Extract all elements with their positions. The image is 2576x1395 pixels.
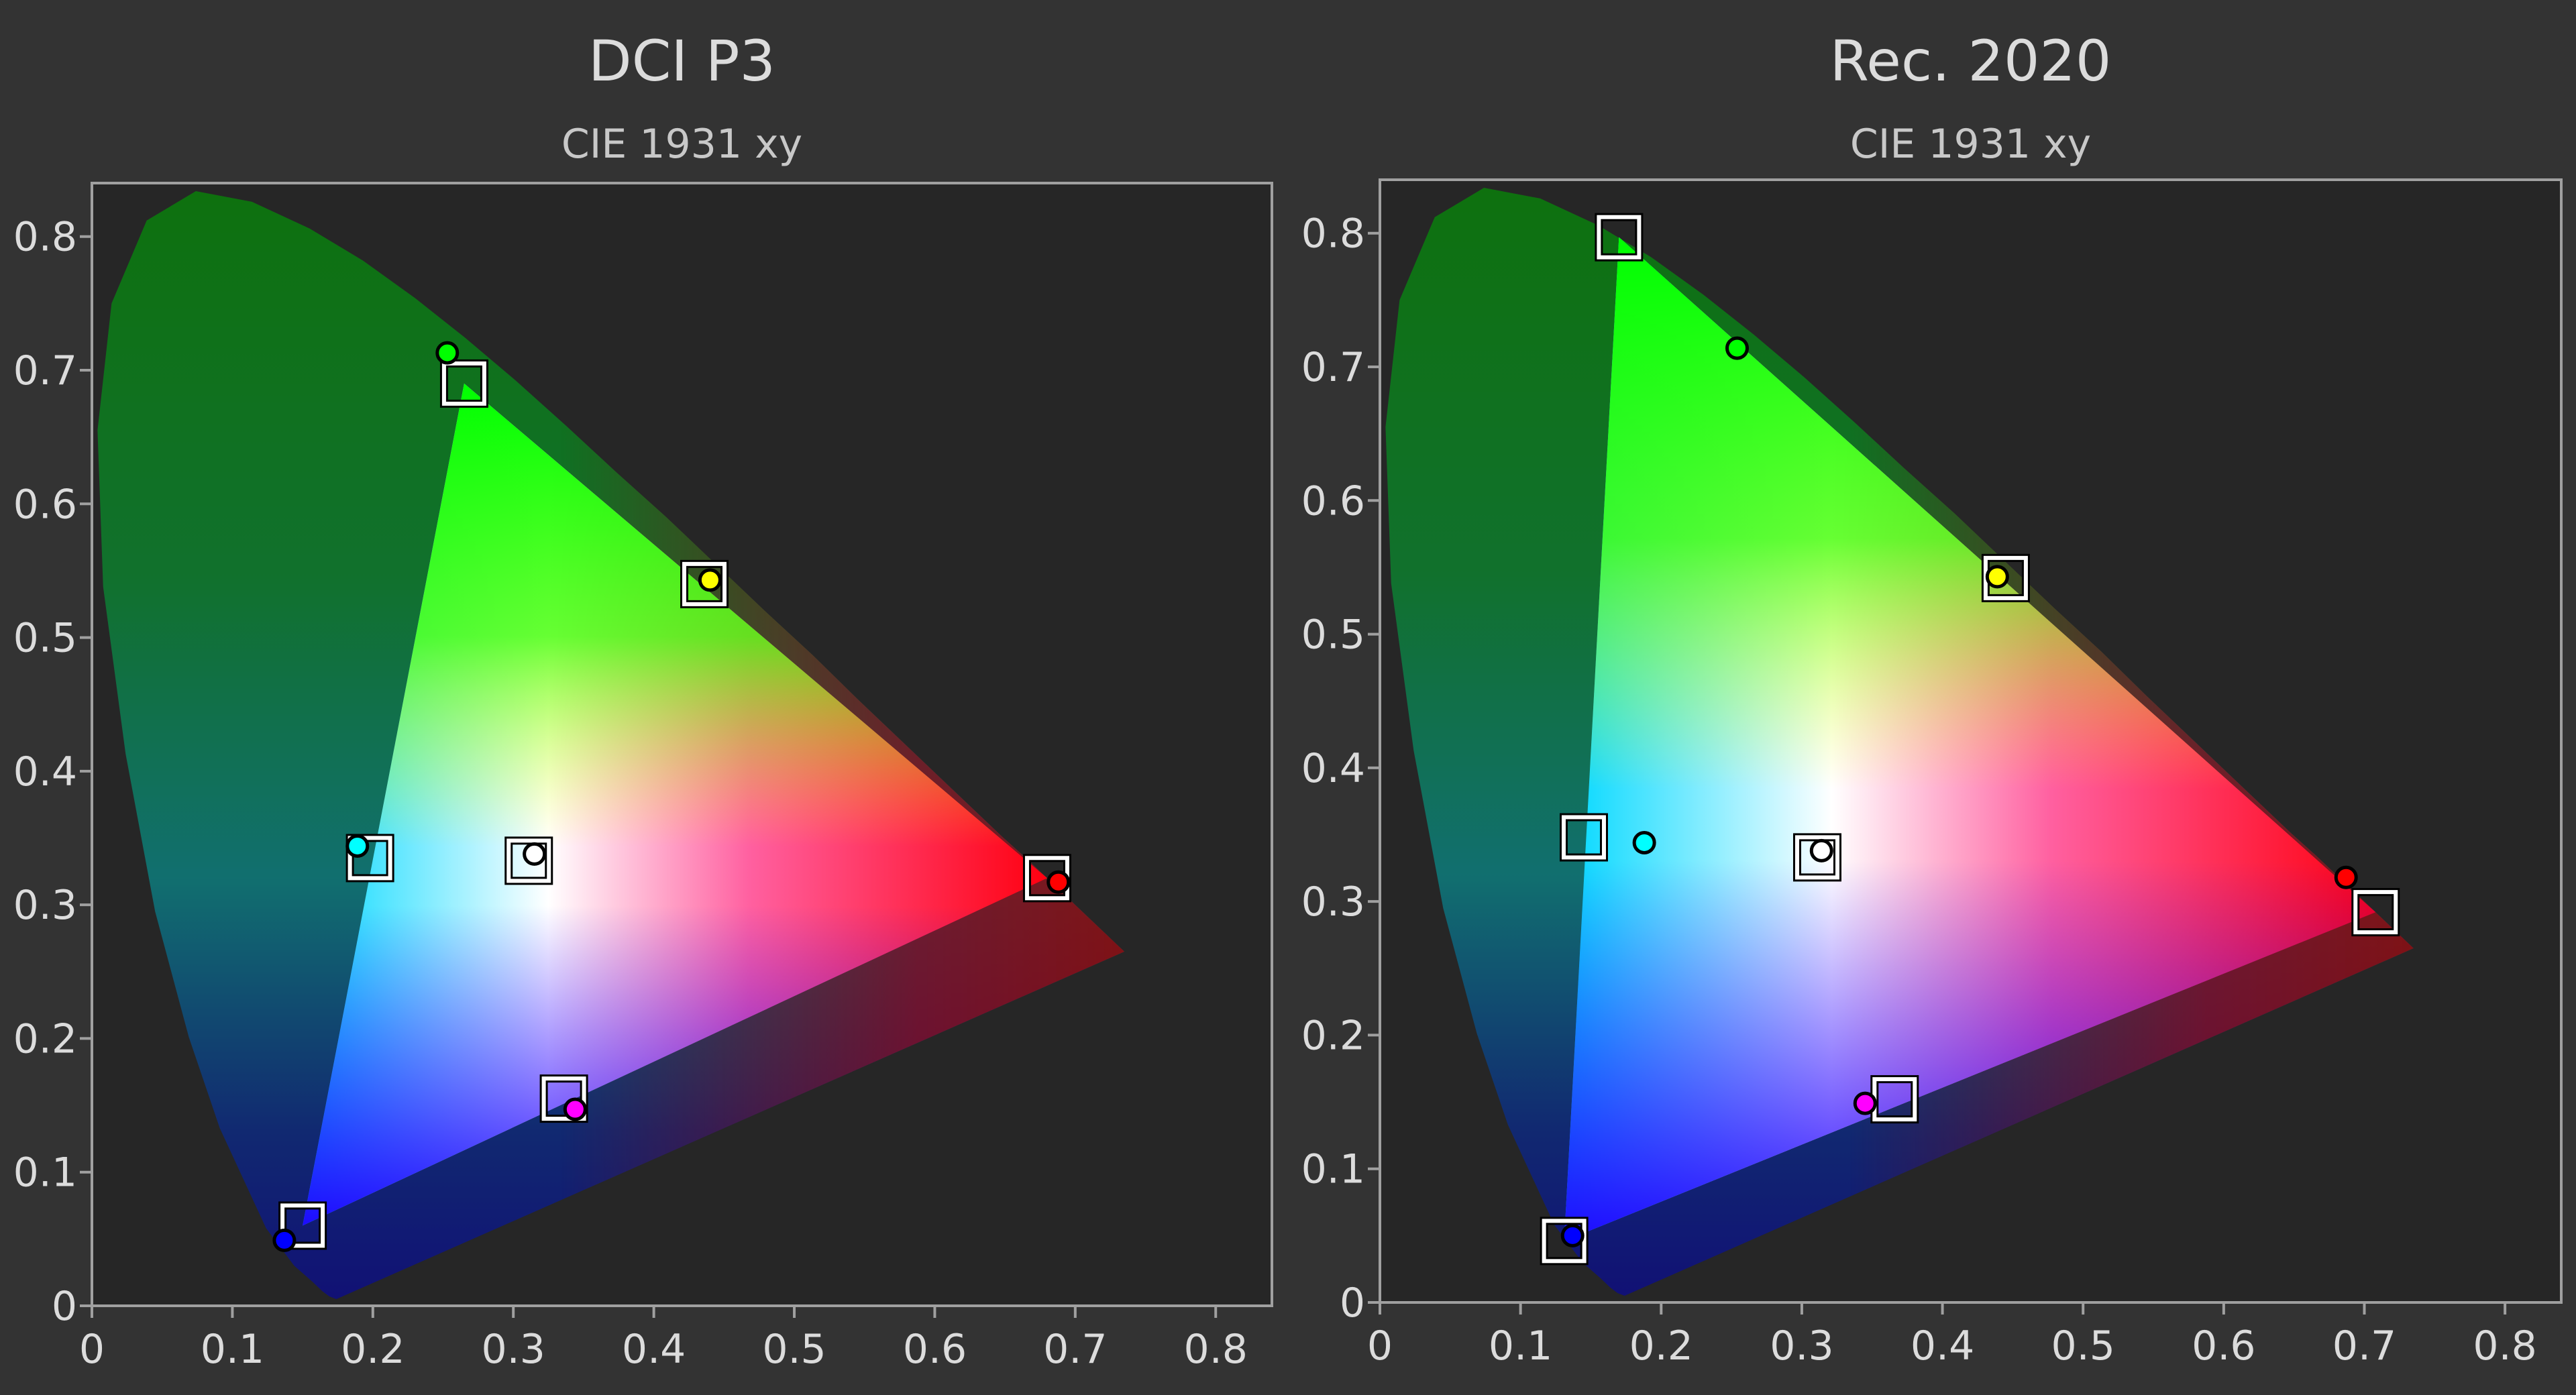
y-tick-label: 0 xyxy=(52,1283,77,1330)
x-tick-label: 0.2 xyxy=(341,1326,405,1373)
x-tick-label: 0 xyxy=(1367,1323,1393,1370)
target-marker xyxy=(280,1203,325,1248)
target-marker xyxy=(1542,1219,1587,1264)
gamut-triangle xyxy=(1564,237,2376,1241)
target-marker xyxy=(506,838,551,883)
y-tick-label: 0.7 xyxy=(13,347,77,394)
y-tick-label: 0.3 xyxy=(1301,879,1365,926)
y-tick-label: 0.6 xyxy=(13,481,77,528)
chart-subtitle: CIE 1931 xy xyxy=(561,121,802,168)
y-tick-label: 0.8 xyxy=(1301,211,1365,258)
measured-marker xyxy=(1560,1223,1585,1247)
target-marker xyxy=(1597,215,1642,260)
measured-marker xyxy=(1632,830,1656,854)
measured-marker xyxy=(523,842,547,866)
y-tick-label: 0.8 xyxy=(13,214,77,261)
x-tick-label: 0.4 xyxy=(622,1326,686,1373)
x-tick-label: 0.3 xyxy=(482,1326,545,1373)
measured-marker xyxy=(698,568,722,592)
y-tick-label: 0.3 xyxy=(13,882,77,929)
measured-marker xyxy=(272,1228,297,1252)
measured-marker xyxy=(1046,870,1071,894)
chart-title: DCI P3 xyxy=(588,28,775,94)
x-tick-label: 0.7 xyxy=(1043,1326,1107,1373)
x-tick-label: 0.7 xyxy=(2332,1323,2396,1370)
y-tick-label: 0.4 xyxy=(1301,745,1365,792)
y-tick-label: 0 xyxy=(1340,1280,1365,1327)
x-tick-label: 0.1 xyxy=(1489,1323,1552,1370)
measured-marker xyxy=(435,341,460,365)
measured-marker xyxy=(345,834,370,858)
y-tick-label: 0.5 xyxy=(13,615,77,662)
x-tick-label: 0.8 xyxy=(1184,1326,1248,1373)
measured-marker xyxy=(1809,838,1833,862)
measured-marker xyxy=(1725,336,1749,360)
y-tick-label: 0.2 xyxy=(1301,1012,1365,1059)
x-tick-label: 0.5 xyxy=(762,1326,826,1373)
x-tick-label: 0 xyxy=(79,1326,105,1373)
x-tick-label: 0.6 xyxy=(903,1326,967,1373)
y-tick-label: 0.6 xyxy=(1301,478,1365,524)
x-tick-label: 0.6 xyxy=(2192,1323,2255,1370)
measured-marker xyxy=(1853,1091,1877,1115)
target-marker xyxy=(1983,555,2028,600)
x-tick-label: 0.2 xyxy=(1629,1323,1693,1370)
plot-border xyxy=(91,182,1273,1307)
y-tick-label: 0.4 xyxy=(13,748,77,795)
plot-border xyxy=(1379,178,2563,1304)
target-marker xyxy=(441,361,486,406)
target-marker xyxy=(1794,835,1839,880)
gamut-triangle xyxy=(303,383,1047,1226)
target-marker xyxy=(347,836,392,881)
y-tick-label: 0.1 xyxy=(13,1150,77,1196)
y-tick-label: 0.5 xyxy=(1301,612,1365,659)
x-tick-label: 0.8 xyxy=(2473,1323,2536,1370)
target-marker xyxy=(541,1076,586,1121)
target-marker xyxy=(682,561,727,606)
y-tick-label: 0.2 xyxy=(13,1015,77,1062)
target-marker xyxy=(2353,890,2398,935)
measured-marker xyxy=(563,1097,587,1121)
y-tick-label: 0.1 xyxy=(1301,1146,1365,1193)
chart-title: Rec. 2020 xyxy=(1830,28,2112,94)
measured-marker xyxy=(1985,565,2009,589)
x-tick-label: 0.4 xyxy=(1911,1323,1974,1370)
measured-marker xyxy=(2334,865,2358,889)
chart-subtitle: CIE 1931 xy xyxy=(1850,121,2091,168)
x-tick-label: 0.1 xyxy=(201,1326,264,1373)
x-tick-label: 0.5 xyxy=(2051,1323,2115,1370)
x-tick-label: 0.3 xyxy=(1770,1323,1833,1370)
y-tick-label: 0.7 xyxy=(1301,344,1365,391)
target-marker xyxy=(1561,815,1606,860)
